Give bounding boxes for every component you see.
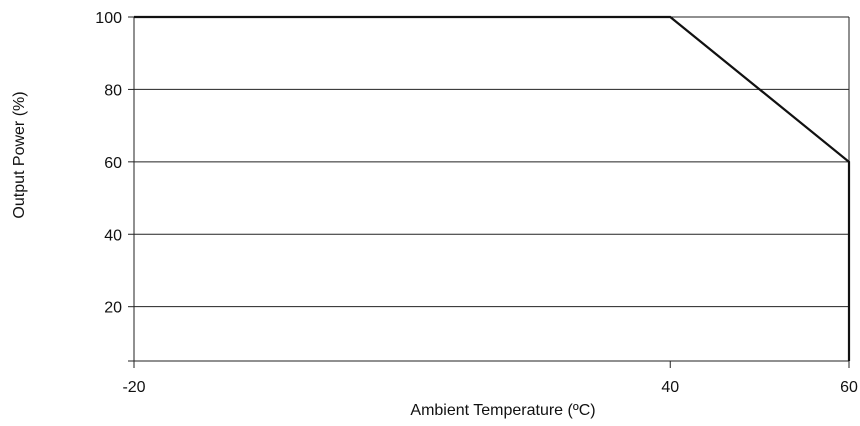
x-axis-label: Ambient Temperature (ºC) <box>410 402 595 419</box>
y-tick-label-60: 60 <box>104 155 122 172</box>
x-tick-label--20: -20 <box>122 379 145 396</box>
y-tick-label-100: 100 <box>95 10 122 27</box>
y-tick-label-80: 80 <box>104 82 122 99</box>
tick-labels: 20 40 60 80 100 -20 40 60 <box>95 10 858 396</box>
y-tick-label-20: 20 <box>104 300 122 317</box>
series-line-0 <box>134 15 851 361</box>
data-series <box>134 15 851 361</box>
x-tick-label-60: 60 <box>840 379 858 396</box>
x-tick-label-40: 40 <box>661 379 679 396</box>
y-tick-label-40: 40 <box>104 227 122 244</box>
y-axis-label: Output Power (%) <box>11 91 28 218</box>
tick-marks <box>128 16 850 368</box>
